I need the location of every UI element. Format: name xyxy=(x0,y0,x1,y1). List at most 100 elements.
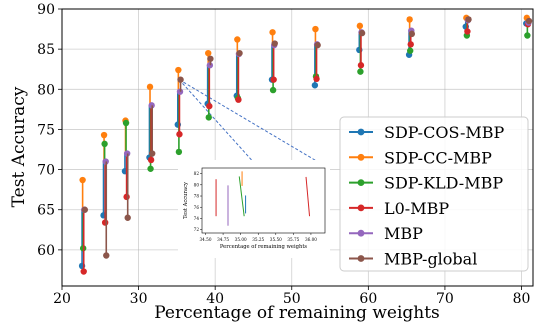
legend-item: SDP-COS-MBP xyxy=(349,123,505,142)
inset-segment xyxy=(305,176,311,217)
y-tick-label: 85 xyxy=(37,42,55,58)
data-point xyxy=(357,68,364,75)
data-point xyxy=(147,156,155,164)
legend-item: SDP-KLD-MBP xyxy=(349,174,503,193)
inset-x-tick-label: 35.50 xyxy=(270,237,282,242)
data-point xyxy=(205,114,212,121)
x-tick-label: 20 xyxy=(53,291,71,307)
data-point xyxy=(175,66,182,74)
x-tick-label: 40 xyxy=(206,291,224,307)
zoom-line xyxy=(178,79,326,167)
data-point xyxy=(356,22,364,30)
data-point xyxy=(234,36,241,43)
x-tick-label: 60 xyxy=(359,291,377,307)
data-point xyxy=(269,86,277,94)
data-point xyxy=(101,140,108,148)
data-point xyxy=(269,29,276,36)
data-point xyxy=(408,30,416,38)
series-sdp-cos-mbp xyxy=(78,20,530,270)
plot-frame xyxy=(61,8,534,287)
data-point xyxy=(271,40,278,47)
inset-y-tick-label: 72 xyxy=(194,227,200,232)
data-point xyxy=(81,206,89,213)
zoom-line xyxy=(178,79,258,167)
data-point xyxy=(314,41,321,49)
inset-frame xyxy=(201,167,326,234)
legend-label: SDP-KLD-MBP xyxy=(384,174,503,193)
data-point xyxy=(80,268,87,275)
data-point xyxy=(464,28,471,35)
legend-marker xyxy=(357,153,365,161)
legend-box xyxy=(339,116,529,272)
inset-y-axis-label: Test Accuracy xyxy=(183,182,189,219)
legend-marker xyxy=(357,128,365,136)
data-point xyxy=(101,219,109,226)
data-point xyxy=(312,25,319,33)
data-point xyxy=(406,16,413,23)
data-point xyxy=(207,55,214,62)
inset-y-tick-label: 76 xyxy=(194,205,200,210)
data-point xyxy=(236,49,243,57)
inset-x-tick-label: 35.00 xyxy=(235,237,247,242)
data-point xyxy=(146,83,154,91)
data-point xyxy=(205,49,212,57)
data-point xyxy=(525,17,533,25)
series-group xyxy=(78,14,533,275)
data-point xyxy=(175,148,183,156)
legend-marker xyxy=(357,204,365,212)
x-tick-label: 50 xyxy=(283,291,301,307)
data-point xyxy=(311,82,319,89)
legend-item: L0-MBP xyxy=(349,199,449,218)
data-point xyxy=(358,29,366,37)
legend-marker xyxy=(357,229,365,237)
data-point xyxy=(176,131,183,138)
legend-marker xyxy=(357,179,365,187)
legend-label: SDP-COS-MBP xyxy=(384,123,505,142)
y-tick-label: 90 xyxy=(37,2,55,18)
data-point xyxy=(270,76,277,83)
legend-label: MBP-global xyxy=(384,250,477,269)
legend-item: SDP-CC-MBP xyxy=(349,148,492,167)
axis-ticks: 20 30 40 50 60 70 80 60 65 70 75 80 85 90 xyxy=(37,2,530,307)
x-tick-label: 30 xyxy=(130,291,148,307)
inset-x-tick-label: 35.25 xyxy=(252,237,264,242)
data-point xyxy=(313,75,320,83)
data-point xyxy=(206,102,213,110)
x-tick-label: 80 xyxy=(513,291,531,307)
y-tick-label: 70 xyxy=(37,163,55,179)
data-point xyxy=(149,150,156,157)
data-point xyxy=(406,47,414,54)
legend-marker xyxy=(357,255,365,262)
inset-y-tick-label: 74 xyxy=(194,216,200,221)
y-tick-label: 60 xyxy=(37,243,55,259)
legend-item: MBP xyxy=(349,224,423,243)
inset-segment xyxy=(238,176,245,217)
legend: SDP-COS-MBP SDP-CC-MBP SDP-KLD-MBP L0-MBP MB… xyxy=(339,116,529,272)
inset-background xyxy=(178,160,330,258)
data-point xyxy=(407,41,414,48)
x-tick-label: 70 xyxy=(436,291,454,307)
y-tick-label: 80 xyxy=(37,82,55,98)
data-point xyxy=(124,214,131,221)
legend-label: SDP-CC-MBP xyxy=(384,148,492,167)
x-axis-label: Percentage of remaining weights xyxy=(154,303,440,323)
data-point xyxy=(465,16,472,23)
data-point xyxy=(524,32,531,39)
data-point xyxy=(177,76,184,83)
y-tick-label: 75 xyxy=(37,122,55,138)
legend-label: L0-MBP xyxy=(384,199,449,218)
legend-label: MBP xyxy=(384,224,423,243)
data-point xyxy=(103,252,110,259)
inset-x-tick-label: 34.75 xyxy=(217,237,229,242)
inset-zoom-chart: 34.50 34.75 35.00 35.25 35.50 35.75 36.00 72 74 7… xyxy=(178,160,330,258)
inset-x-tick-label: 35.75 xyxy=(287,237,299,242)
zoom-connector-lines xyxy=(178,79,326,167)
inset-x-axis-label: Percentage of remaining weights xyxy=(220,244,307,250)
y-axis-label: Test Accuracy xyxy=(9,86,29,207)
y-tick-label: 65 xyxy=(37,203,55,219)
inset-y-tick-label: 82 xyxy=(194,171,200,176)
data-point xyxy=(100,131,108,139)
data-point xyxy=(122,119,130,127)
data-point xyxy=(357,62,365,69)
